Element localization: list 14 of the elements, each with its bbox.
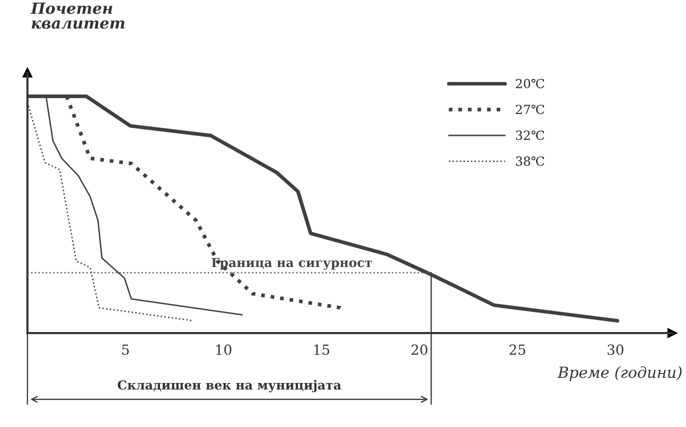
legend-label: 32℃ (516, 130, 544, 140)
x-tick-label: 30 (608, 344, 624, 355)
x-tick-label: 5 (122, 344, 129, 355)
x-tick-label: 25 (510, 344, 526, 355)
ref-line-label: Граница на сигурност (212, 258, 372, 270)
text: Складишен век на муницијата (118, 380, 342, 392)
legend-label: 27℃ (516, 104, 544, 114)
legend-label: 20℃ (516, 78, 544, 88)
y-axis-title: Почетен квалитет (30, 2, 125, 29)
x-tick-label: 10 (216, 344, 232, 355)
x-tick-label: 20 (412, 344, 428, 355)
x-tick-label: 15 (314, 344, 330, 355)
x-axis-title: Време (години) (557, 366, 682, 382)
legend-label: 38℃ (516, 156, 544, 166)
